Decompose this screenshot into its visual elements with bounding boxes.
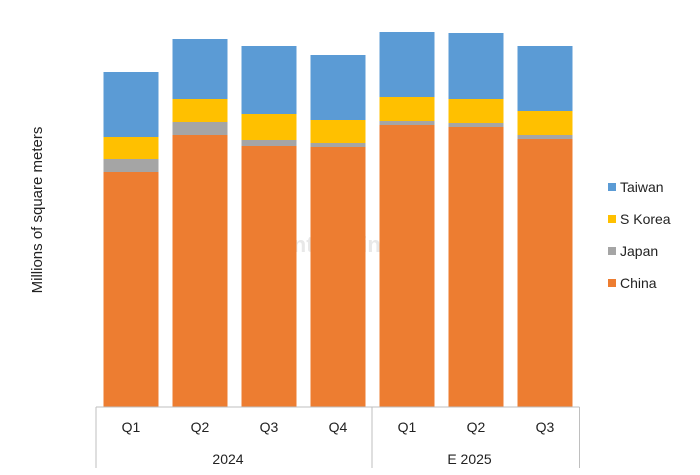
x-tick-label: Q3 <box>260 419 279 435</box>
x-axis: Q1 Q2 Q3 Q4 Q1 Q2 Q3 2024 E 2025 <box>95 406 580 468</box>
x-tick-label: Q2 <box>467 419 486 435</box>
bar-s-korea-1 <box>172 99 228 122</box>
bar-s-korea-0 <box>103 137 159 159</box>
bar-china-5 <box>448 127 504 407</box>
x-tick-label: Q4 <box>329 419 348 435</box>
bar-taiwan-1 <box>172 39 228 99</box>
bar-china-3 <box>310 147 366 407</box>
x-tick-label: Q1 <box>398 419 417 435</box>
legend-swatch-japan <box>608 247 616 255</box>
x-group-label: E 2025 <box>447 451 492 467</box>
bars-layer <box>103 32 573 407</box>
x-tick-label: Q3 <box>536 419 555 435</box>
bar-china-1 <box>172 135 228 407</box>
bar-china-6 <box>517 139 573 407</box>
bar-taiwan-2 <box>241 46 297 114</box>
bar-china-0 <box>103 172 159 407</box>
x-group-label: 2024 <box>212 451 243 467</box>
legend-label-taiwan: Taiwan <box>620 179 664 195</box>
bar-s-korea-2 <box>241 114 297 140</box>
bar-s-korea-5 <box>448 99 504 123</box>
y-axis-label: Millions of square meters <box>29 127 46 294</box>
bar-s-korea-4 <box>379 97 435 121</box>
bar-china-4 <box>379 125 435 407</box>
legend-label-china: China <box>620 275 657 291</box>
bar-china-2 <box>241 146 297 407</box>
legend-swatch-taiwan <box>608 183 616 191</box>
bar-japan-0 <box>103 159 159 172</box>
bar-japan-6 <box>517 135 573 139</box>
bar-s-korea-3 <box>310 120 366 143</box>
bar-taiwan-4 <box>379 32 435 97</box>
x-tick-label: Q1 <box>122 419 141 435</box>
bar-taiwan-3 <box>310 55 366 120</box>
legend: Taiwan S Korea Japan China <box>608 179 671 291</box>
legend-swatch-china <box>608 279 616 287</box>
bar-taiwan-5 <box>448 33 504 99</box>
bar-s-korea-6 <box>517 111 573 135</box>
legend-label-japan: Japan <box>620 243 658 259</box>
bar-japan-1 <box>172 122 228 135</box>
x-tick-label: Q2 <box>191 419 210 435</box>
bar-japan-2 <box>241 140 297 146</box>
legend-label-s-korea: S Korea <box>620 211 671 227</box>
legend-swatch-s-korea <box>608 215 616 223</box>
bar-taiwan-6 <box>517 46 573 111</box>
bar-taiwan-0 <box>103 72 159 137</box>
bar-japan-3 <box>310 143 366 147</box>
bar-japan-4 <box>379 121 435 125</box>
bar-japan-5 <box>448 123 504 127</box>
